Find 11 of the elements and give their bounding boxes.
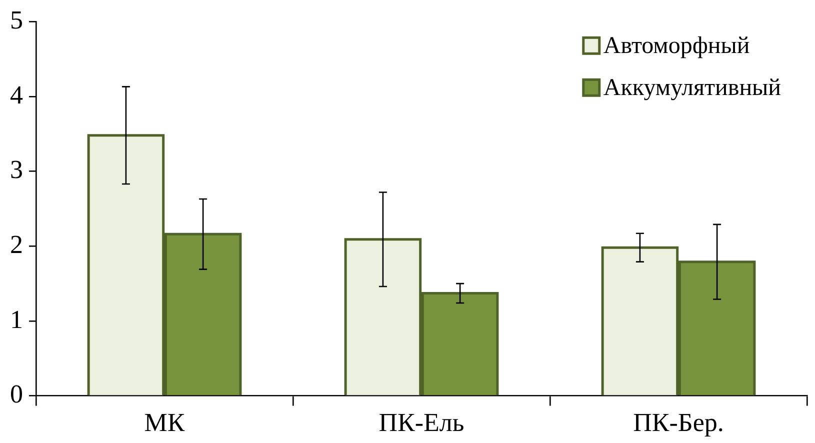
x-tick-label: МК — [144, 408, 186, 438]
legend-label: Автоморфный — [603, 32, 750, 59]
y-tick-label: 4 — [10, 80, 23, 110]
x-tick-label: ПК-Бер. — [633, 408, 724, 438]
y-tick-label: 0 — [10, 380, 23, 409]
y-tick-label: 2 — [10, 230, 23, 259]
y-tick-label: 1 — [10, 304, 23, 334]
legend-label: Аккумулятивный — [603, 74, 782, 101]
y-tick-label: 3 — [10, 155, 23, 184]
x-tick-label: ПК-Ель — [378, 408, 464, 438]
y-tick-label: 5 — [10, 5, 23, 34]
